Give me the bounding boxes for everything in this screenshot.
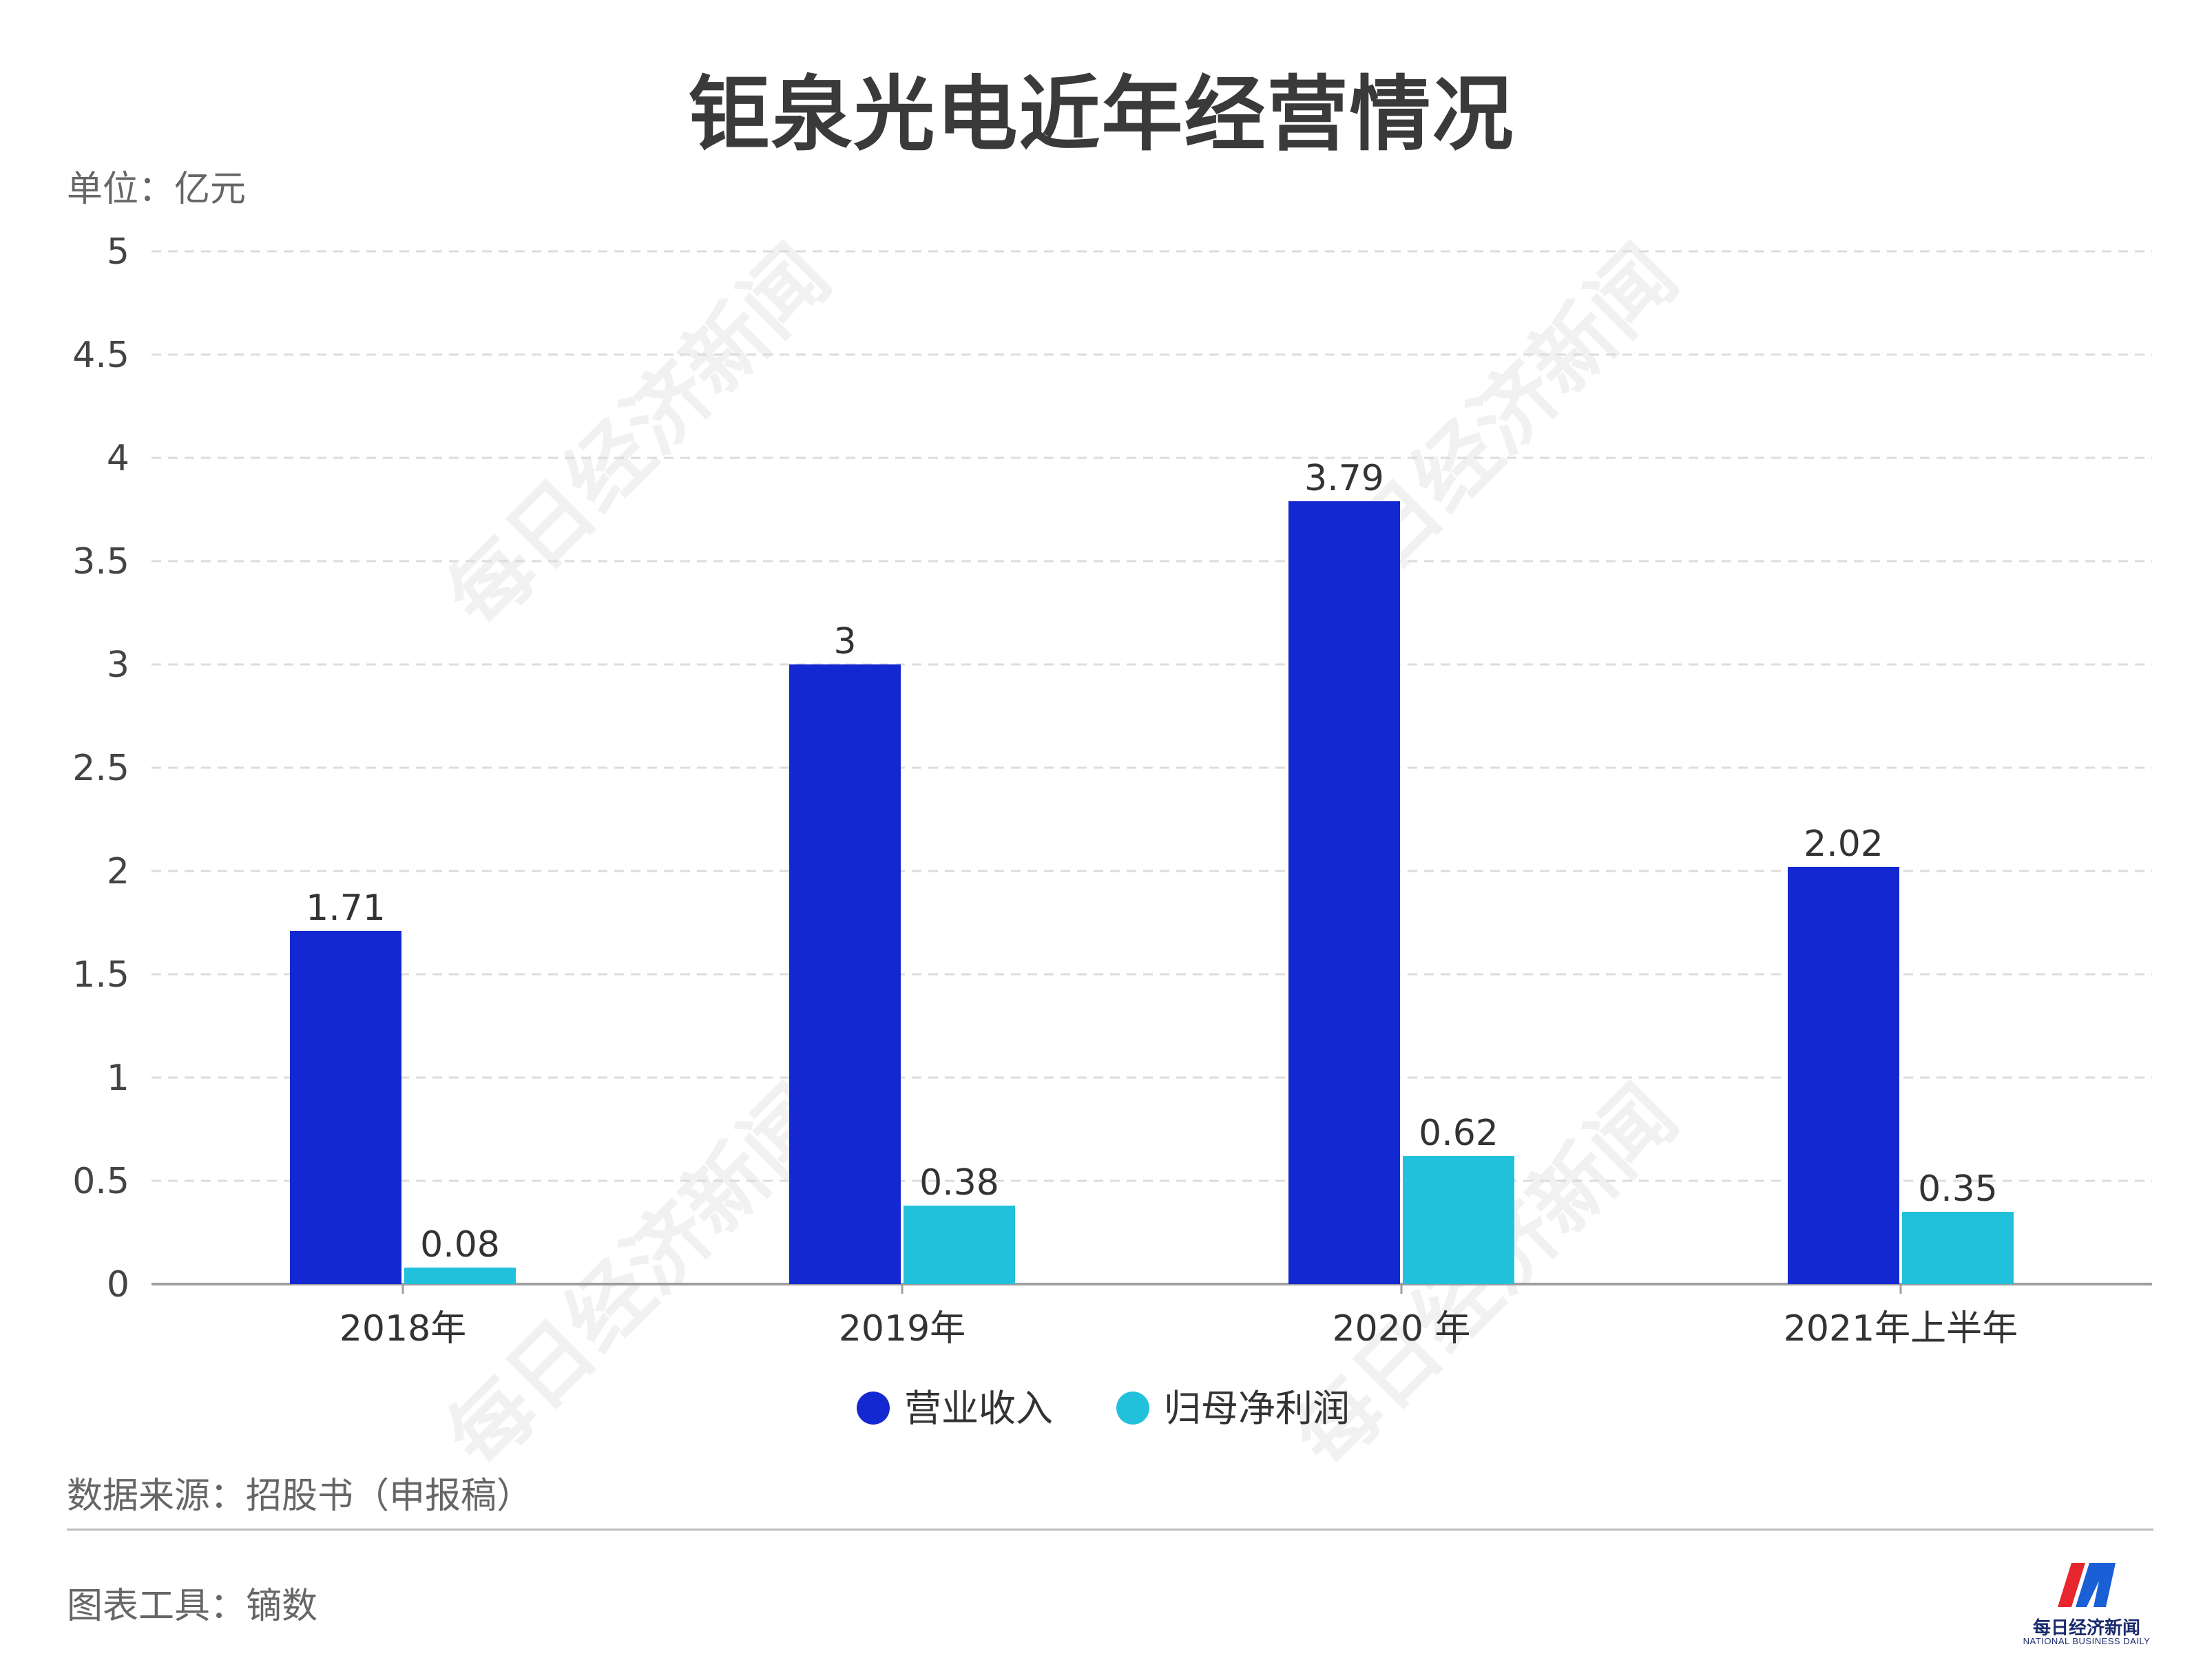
data-label-profit: 0.38	[919, 1162, 999, 1204]
bar-chart: 0 0.5 1 1.5 2 2.5 3 3.5 4 4.5 5 1.71 0.08 2018年 3 0.38 2…	[72, 231, 2152, 1430]
data-label-profit: 0.62	[1419, 1113, 1499, 1154]
footer-divider	[67, 1529, 2153, 1531]
logo-text: 每日经济新闻	[2032, 1618, 2140, 1639]
x-tick-label: 2018年	[340, 1308, 466, 1350]
data-label-revenue: 2.02	[1804, 823, 1883, 865]
y-tick-label: 4.5	[72, 335, 129, 376]
y-tick-label: 3	[107, 644, 129, 686]
bar-profit	[404, 1268, 516, 1284]
bar-revenue	[1788, 867, 1899, 1284]
legend-label: 归母净利润	[1164, 1387, 1350, 1430]
y-tick-label: 4	[107, 438, 129, 479]
y-tick-label: 3.5	[72, 541, 129, 582]
y-tick-label: 0	[107, 1264, 129, 1305]
legend-label: 营业收入	[904, 1387, 1053, 1430]
y-tick-label: 0.5	[72, 1161, 129, 1202]
bar-profit	[1403, 1156, 1514, 1284]
logo-subtitle: NATIONAL BUSINESS DAILY	[2023, 1636, 2151, 1646]
nbd-logo-icon	[2058, 1563, 2116, 1607]
y-tick-label: 5	[107, 231, 129, 273]
x-tick-label: 2020 年	[1333, 1308, 1471, 1350]
legend-marker	[1116, 1392, 1149, 1425]
data-source: 数据来源：招股书（申报稿）	[67, 1476, 533, 1517]
data-label-revenue: 3.79	[1304, 458, 1384, 499]
unit-label: 单位：亿元	[67, 169, 247, 210]
nbd-logo: 每日经济新闻 NATIONAL BUSINESS DAILY	[2018, 1557, 2155, 1654]
bar-profit	[904, 1206, 1015, 1284]
chart-title: 钜泉光电近年经营情况	[688, 67, 1515, 162]
data-label-profit: 0.08	[420, 1224, 500, 1266]
y-tick-label: 1	[107, 1058, 129, 1099]
bar-revenue	[1288, 501, 1400, 1284]
bar-revenue	[290, 931, 401, 1284]
chart-tool-credit: 图表工具：镝数	[67, 1586, 318, 1627]
x-tick-label: 2019年	[839, 1308, 965, 1350]
y-tick-label: 2	[107, 851, 129, 892]
y-tick-label: 1.5	[72, 954, 129, 996]
bar-profit	[1902, 1212, 2014, 1284]
x-tick-label: 2021年上半年	[1784, 1308, 2018, 1350]
y-tick-label: 2.5	[72, 748, 129, 789]
bar-revenue	[789, 664, 901, 1284]
legend-marker	[857, 1392, 890, 1425]
data-label-revenue: 3	[833, 621, 856, 662]
data-label-profit: 0.35	[1918, 1168, 1998, 1210]
data-label-revenue: 1.71	[306, 888, 386, 929]
